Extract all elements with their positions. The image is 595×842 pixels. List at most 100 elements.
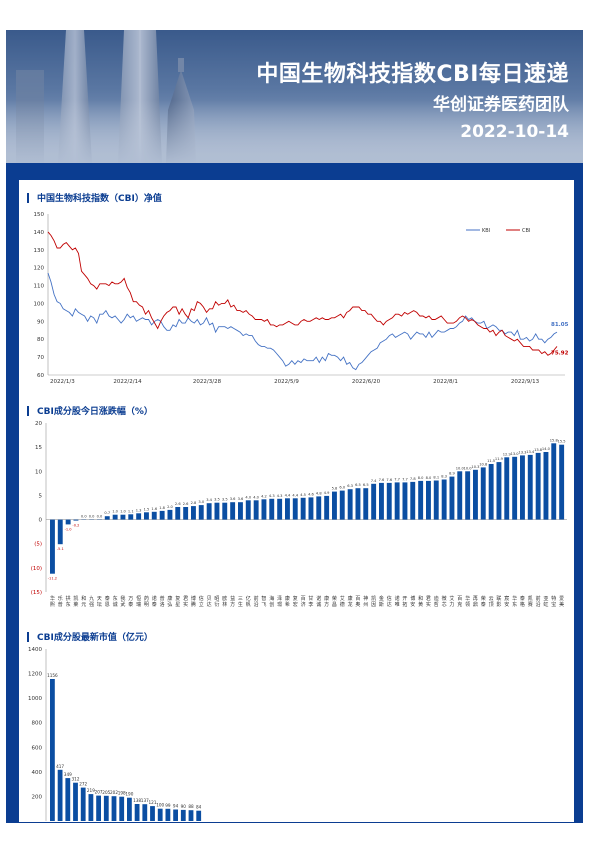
cap-chart-title-text: CBI成分股最新市值（亿元） bbox=[37, 633, 153, 643]
line-x-tick-label: 2022/9/13 bbox=[511, 379, 540, 385]
change-bar-value-label: 6.5 bbox=[355, 483, 361, 487]
change-bar-value-label: 4.0 bbox=[253, 495, 259, 499]
change-bar-category-label: 益方 bbox=[230, 595, 235, 608]
change-bar bbox=[238, 502, 243, 520]
cap-y-tick-label: 800 bbox=[32, 721, 43, 727]
change-bar-category-label: 君实 bbox=[183, 596, 188, 608]
change-bar-value-label: 8.9 bbox=[449, 472, 455, 476]
cap-bar-value-label: 198 bbox=[118, 791, 126, 796]
category-char: 诺 bbox=[316, 595, 321, 602]
report-date: 2022-10-14 bbox=[460, 122, 569, 142]
category-char: 宸 bbox=[504, 595, 509, 602]
change-bar-category-label: 泰格 bbox=[520, 595, 525, 608]
line-y-tick-label: 60 bbox=[37, 373, 44, 379]
change-bar bbox=[151, 511, 157, 520]
category-char: 诚 bbox=[113, 601, 118, 608]
change-bar-category-label: 凯因 bbox=[371, 595, 376, 608]
category-char: 东 bbox=[512, 601, 517, 608]
change-bar-value-label: -5.1 bbox=[57, 547, 64, 551]
category-char: 德 bbox=[340, 601, 345, 608]
change-bar-category-label: 智飞 bbox=[261, 595, 266, 608]
category-char: 百 bbox=[457, 596, 462, 602]
category-char: 凯 bbox=[528, 595, 533, 602]
bar-y-tick-label: (10) bbox=[31, 566, 42, 572]
change-bar-value-label: 2.8 bbox=[191, 501, 197, 505]
change-bar bbox=[245, 500, 251, 520]
category-char: 君 bbox=[183, 596, 188, 602]
cap-bar bbox=[165, 808, 171, 821]
category-char: 智 bbox=[261, 595, 266, 602]
category-char: 鼎 bbox=[473, 601, 478, 608]
change-bar bbox=[449, 476, 455, 520]
category-char: 瑞 bbox=[136, 601, 141, 608]
change-bar bbox=[292, 498, 298, 520]
change-bar bbox=[120, 514, 126, 520]
category-char: 和 bbox=[418, 595, 423, 602]
category-char: 开 bbox=[402, 596, 407, 602]
change-bar-category-label: 药明 bbox=[144, 595, 149, 608]
category-char: 泽 bbox=[277, 595, 282, 602]
change-bar bbox=[136, 513, 142, 520]
line-y-tick-label: 120 bbox=[34, 266, 45, 272]
bar-y-tick-label: (5) bbox=[34, 542, 42, 548]
category-char: 药 bbox=[144, 595, 149, 602]
category-char: 海 bbox=[269, 595, 274, 602]
category-char: 泰 bbox=[152, 601, 157, 608]
change-bar-category-label: 信立 bbox=[199, 595, 204, 608]
change-bar-category-label: 诺诚 bbox=[316, 595, 321, 608]
change-bar bbox=[527, 454, 533, 520]
change-bar-value-label: 3.4 bbox=[206, 498, 212, 502]
change-bar-category-label: 九强 bbox=[89, 595, 94, 608]
change-bar-value-label: 1.8 bbox=[159, 506, 165, 510]
category-char: 荣 bbox=[481, 595, 486, 602]
change-bar-value-label: 15.5 bbox=[558, 440, 566, 444]
category-char: 弘 bbox=[167, 601, 172, 608]
change-bar bbox=[222, 502, 228, 520]
change-bar bbox=[457, 471, 463, 520]
category-char: 东 bbox=[66, 601, 71, 608]
change-bar-category-label: 昭衍 bbox=[214, 596, 219, 608]
cap-bar bbox=[142, 804, 148, 821]
change-bar-category-label: 联影 bbox=[496, 595, 501, 608]
category-char: 天 bbox=[97, 596, 102, 602]
change-bar-value-label: 1.6 bbox=[151, 507, 157, 511]
line-chart-title: 中国生物科技指数（CBI）净值 bbox=[27, 191, 162, 204]
category-char: 斯 bbox=[379, 601, 384, 608]
change-bar-category-label: 华东 bbox=[512, 595, 517, 608]
change-bar-value-label: 3.5 bbox=[214, 498, 220, 502]
change-bar-value-label: 5.8 bbox=[332, 487, 338, 491]
change-bar bbox=[57, 519, 63, 545]
change-bar-value-label: 6.5 bbox=[363, 483, 369, 487]
change-bar-category-label: 金斯 bbox=[379, 595, 384, 608]
change-bar-value-label: 7.6 bbox=[386, 478, 392, 482]
change-bar bbox=[520, 455, 525, 520]
category-char: 信 bbox=[387, 595, 392, 602]
change-bar-category-label: 诺唯 bbox=[395, 595, 400, 608]
category-char: 华 bbox=[512, 595, 517, 602]
category-char: 生 bbox=[238, 601, 243, 608]
category-char: 璟 bbox=[277, 602, 282, 608]
change-bar-category-label: 特宝 bbox=[551, 595, 556, 608]
change-bar bbox=[269, 498, 275, 520]
change-bar-value-label: 0.0 bbox=[89, 515, 95, 519]
change-bar bbox=[347, 489, 353, 520]
change-bar-value-label: 7.7 bbox=[394, 477, 400, 481]
change-bar bbox=[50, 519, 55, 574]
cap-chart-title: CBI成分股最新市值（亿元） bbox=[27, 630, 153, 643]
change-bar-category-label: 和元 bbox=[81, 595, 86, 608]
change-bar-category-label: 博腾 bbox=[191, 595, 196, 608]
category-char: 达 bbox=[387, 601, 392, 608]
change-bar bbox=[465, 471, 471, 520]
category-char: 星 bbox=[175, 602, 180, 608]
change-bar bbox=[379, 482, 384, 520]
bar-y-tick-label: 5 bbox=[39, 493, 43, 499]
cap-bar bbox=[50, 679, 55, 821]
change-bar-category-label: 微芯 bbox=[442, 595, 447, 608]
change-bar-value-label: 0.0 bbox=[97, 515, 103, 519]
change-bar bbox=[386, 482, 392, 520]
cap-y-tick-label: 600 bbox=[32, 745, 43, 751]
cap-bar-value-label: 312 bbox=[72, 777, 80, 782]
change-bar-category-label: 康弘 bbox=[167, 595, 172, 608]
category-char: 飞 bbox=[261, 602, 266, 608]
